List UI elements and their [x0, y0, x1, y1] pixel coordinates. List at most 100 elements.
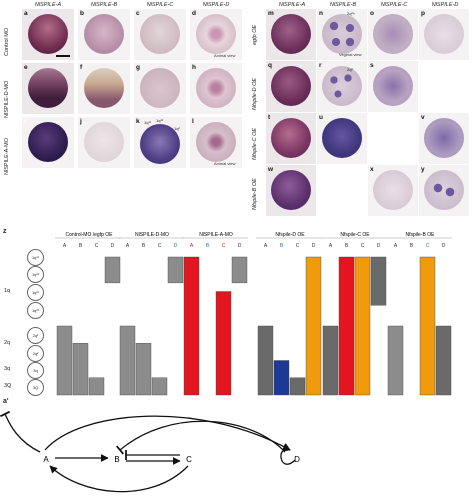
group-label: Nfspile-B OE	[406, 232, 436, 238]
group-label: NlSPILE-D-MO	[135, 232, 169, 238]
embryo	[196, 122, 236, 162]
embryo	[424, 118, 464, 158]
panel-letter: r	[319, 62, 322, 69]
embryo	[84, 68, 124, 108]
column-label: D	[312, 243, 316, 249]
row-group-3Q: 3Q	[4, 383, 12, 389]
panel-empty	[317, 165, 367, 216]
column-label: A	[264, 243, 268, 249]
bar	[370, 256, 387, 306]
cell-1q22: 1q²²	[27, 302, 44, 319]
panel-letter: j	[80, 118, 82, 125]
bar	[119, 325, 136, 396]
panel-a: a	[22, 9, 74, 60]
column-label: D	[174, 243, 178, 249]
bar	[88, 377, 105, 396]
animal-view-label: Animal view	[214, 53, 236, 58]
column-label: C	[361, 243, 365, 249]
header-right-a: NlSPILE-A	[278, 2, 306, 8]
cell-1q12: 1q¹²	[27, 266, 44, 283]
embryo	[424, 14, 464, 54]
header-spile-d: NlSPILE-D	[202, 2, 230, 8]
column-label: D	[111, 243, 115, 249]
bar	[435, 325, 452, 396]
group-label: Control-MO /egfp OE	[66, 232, 114, 238]
panel-t: t	[266, 113, 316, 164]
panel-x: x	[368, 165, 418, 216]
panel-letter: a	[24, 10, 28, 17]
embryo	[140, 68, 180, 108]
embryo	[140, 124, 180, 164]
node-b: B	[114, 455, 119, 464]
panel-u: u	[317, 113, 367, 164]
bar	[135, 343, 152, 396]
column-label: D	[442, 243, 446, 249]
embryo	[322, 14, 362, 54]
panel-l: l Animal view	[190, 117, 242, 168]
panel-letter: o	[370, 10, 374, 17]
embryo	[373, 66, 413, 106]
embryo	[28, 122, 68, 162]
panel-n: n 2q²+ Vegetal view	[317, 9, 367, 60]
column-label: A	[329, 243, 333, 249]
bar	[305, 256, 322, 396]
column-label: C	[158, 243, 162, 249]
cell-1q21: 1q²¹	[27, 284, 44, 301]
panel-letter: p	[421, 10, 425, 17]
panel-d: d Animal view	[190, 9, 242, 60]
annotation-1q2: 1q²	[174, 126, 180, 131]
panel-letter: m	[268, 10, 274, 17]
embryo	[196, 68, 236, 108]
embryo	[373, 14, 413, 54]
bar	[72, 343, 89, 396]
panel-letter: v	[421, 114, 425, 121]
panel-o: o	[368, 9, 418, 60]
embryo	[373, 170, 413, 210]
header-right-c: NlSPILE-C	[380, 2, 408, 8]
panel-letter: w	[268, 166, 274, 173]
column-label: B	[345, 243, 349, 249]
column-label: B	[142, 243, 146, 249]
node-d: D	[294, 455, 300, 464]
annotation-1q12: 1q¹²	[156, 118, 164, 123]
panel-letter: e	[24, 64, 28, 71]
bar	[215, 291, 232, 396]
node-c: C	[186, 455, 192, 464]
panel-letter: d	[192, 10, 196, 17]
bar	[257, 325, 274, 396]
panel-letter: t	[268, 114, 271, 121]
column-label: A	[190, 243, 194, 249]
panel-empty	[419, 61, 469, 112]
cell-3Q: 3Q	[27, 379, 44, 396]
annotation-2q2-plus: 2q²+	[347, 11, 356, 16]
panel-k: k 1q¹¹ 1q¹² 1q²	[134, 117, 186, 168]
column-label: A	[394, 243, 398, 249]
embryo	[271, 118, 311, 158]
bar	[183, 256, 200, 396]
edge-d-self	[280, 444, 296, 465]
edge-d-inhibits-b	[115, 420, 286, 455]
row-group-3q: 3q	[4, 366, 11, 372]
bar	[338, 256, 355, 396]
group-label: Nfspile-D OE	[275, 232, 305, 238]
panel-letter: s	[370, 62, 374, 69]
regulatory-network: A B C D	[0, 410, 300, 493]
panel-j: j	[78, 117, 130, 168]
panel-c: c	[134, 9, 186, 60]
embryo	[322, 66, 362, 106]
row-group-2q: 2q	[4, 340, 11, 346]
panel-letter: h	[192, 64, 196, 71]
edge-a-self	[0, 410, 41, 453]
column-label: C	[95, 243, 99, 249]
panel-letter: b	[80, 10, 84, 17]
panel-letter: q	[268, 62, 272, 69]
header-right-d: NlSPILE-D	[431, 2, 459, 8]
column-label: C	[426, 243, 430, 249]
bar	[167, 256, 184, 284]
panel-letter: c	[136, 10, 140, 17]
panel-letter: u	[319, 114, 323, 121]
panel-empty	[368, 113, 418, 164]
panel-letter: i	[24, 118, 26, 125]
embryo	[140, 14, 180, 54]
column-label: D	[238, 243, 242, 249]
